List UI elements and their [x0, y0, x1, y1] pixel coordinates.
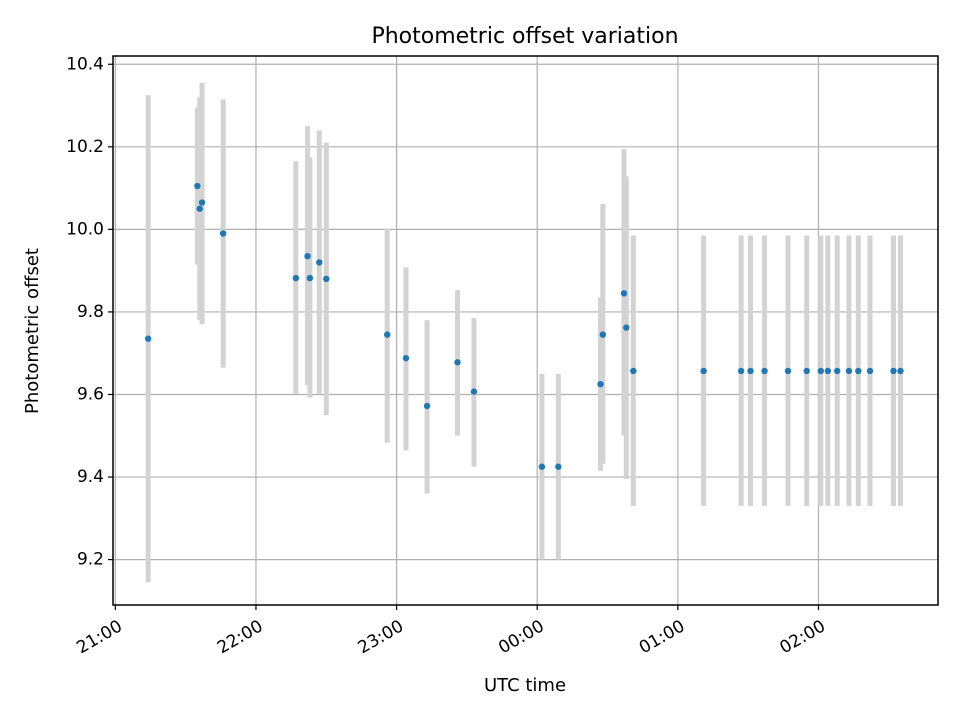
data-point [384, 331, 391, 338]
data-point [737, 367, 745, 375]
x-axis-label: UTC time [484, 675, 566, 696]
data-point [196, 205, 203, 212]
data-point [316, 259, 323, 266]
x-tick-label: 01:00 [636, 616, 688, 658]
data-point [323, 275, 330, 283]
data-point [855, 367, 862, 375]
y-tick-label: 9.8 [77, 302, 104, 322]
data-point [834, 367, 841, 375]
data-point [817, 367, 825, 375]
data-point [630, 367, 637, 375]
y-tick-label: 9.2 [77, 550, 104, 570]
y-tick-label: 10.0 [66, 219, 104, 239]
y-axis-ticks: 9.2 9.4 9.6 9.8 10.0 10.2 10.4 [66, 54, 113, 570]
data-point [824, 367, 832, 375]
data-point [897, 367, 904, 375]
x-tick-label: 21:00 [73, 616, 125, 658]
data-point [402, 354, 410, 362]
data-point [784, 367, 792, 375]
data-point [555, 463, 562, 470]
data-point [623, 324, 630, 331]
data-point [198, 199, 206, 206]
x-tick-label: 02:00 [777, 616, 829, 658]
data-point [700, 367, 707, 375]
data-point [890, 367, 897, 375]
data-point [845, 367, 853, 375]
x-tick-label: 23:00 [355, 616, 407, 658]
y-tick-label: 10.2 [66, 137, 104, 157]
data-point [470, 388, 478, 395]
data-point [597, 380, 604, 388]
y-tick-label: 9.4 [77, 467, 104, 487]
data-point [306, 274, 314, 282]
data-point [194, 182, 201, 190]
data-point [304, 252, 311, 260]
data-point [620, 290, 628, 297]
data-point [292, 274, 300, 282]
data-point [538, 463, 546, 470]
y-tick-label: 10.4 [66, 54, 104, 74]
data-point [599, 331, 607, 338]
y-tick-label: 9.6 [77, 384, 104, 404]
data-point [219, 230, 227, 237]
data-point [761, 367, 768, 375]
data-point [803, 367, 810, 375]
data-point [144, 335, 152, 342]
data-point [747, 367, 754, 375]
grid-lines [113, 56, 938, 605]
y-axis-label: Photometric offset [22, 248, 43, 414]
plot-frame [112, 55, 939, 606]
data-point [866, 367, 874, 375]
error-bars [145, 82, 903, 583]
x-tick-label: 00:00 [495, 616, 547, 658]
x-tick-label: 22:00 [214, 616, 266, 658]
data-point [454, 359, 461, 366]
data-points [144, 182, 904, 470]
data-point [423, 402, 431, 410]
chart-title: Photometric offset variation [371, 24, 678, 49]
x-axis-ticks: 21:00 22:00 23:00 00:00 01:00 02:00 [73, 605, 829, 658]
